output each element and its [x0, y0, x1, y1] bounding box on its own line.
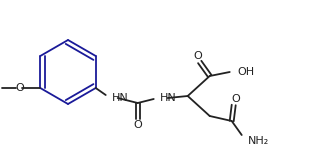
Text: O: O	[15, 83, 24, 93]
Text: OH: OH	[238, 67, 255, 77]
Text: O: O	[133, 120, 142, 130]
Text: NH₂: NH₂	[248, 136, 269, 146]
Text: O: O	[231, 94, 240, 104]
Text: O: O	[193, 51, 202, 61]
Text: HN: HN	[112, 93, 128, 103]
Text: HN: HN	[160, 93, 176, 103]
